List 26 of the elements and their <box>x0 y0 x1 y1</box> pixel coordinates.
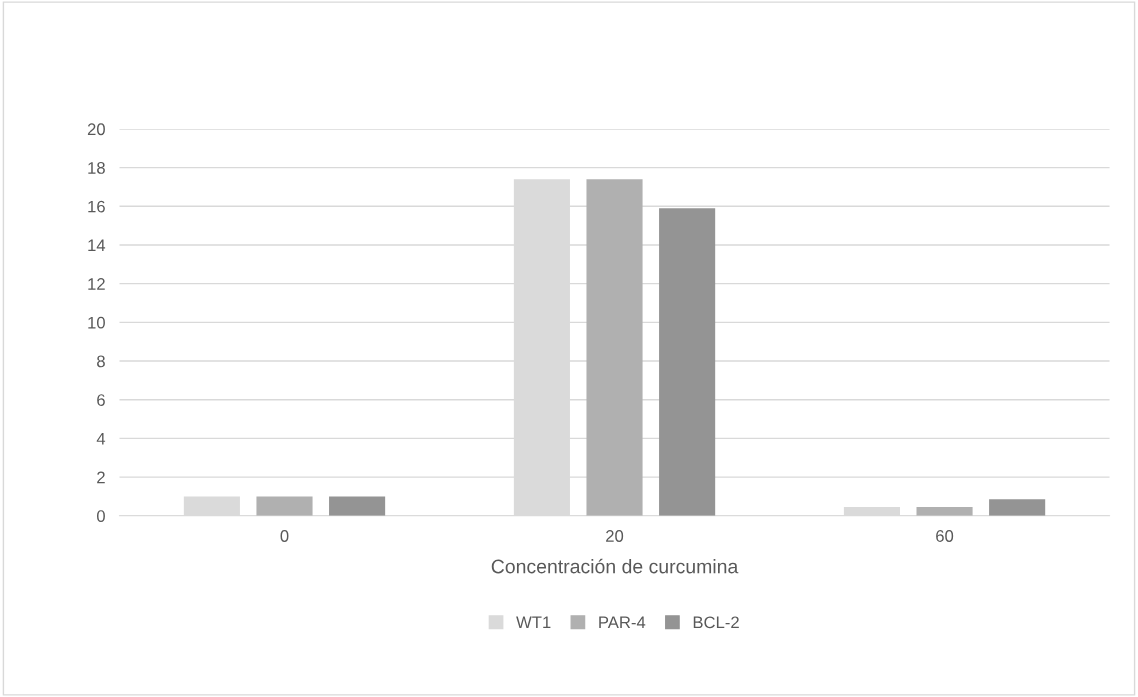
y-tick-label: 10 <box>88 316 105 329</box>
x-axis-title: Concentración de curcumina <box>491 558 739 574</box>
x-tick-label: 0 <box>280 530 289 542</box>
y-tick-label: 8 <box>97 355 105 368</box>
y-tick-label: 16 <box>88 200 105 213</box>
y-tick-label: 14 <box>88 239 106 252</box>
bar <box>989 499 1046 516</box>
y-tick-label: 20 <box>87 123 105 136</box>
bar <box>329 496 386 516</box>
bar <box>843 507 900 516</box>
bar <box>659 208 716 516</box>
legend-label: BCL-2 <box>693 616 739 629</box>
y-tick-label: 12 <box>88 278 105 290</box>
y-tick-label: 0 <box>96 510 105 522</box>
y-tick-label: 6 <box>97 394 105 406</box>
legend-label: WT1 <box>516 616 551 629</box>
legend-label: PAR-4 <box>599 616 646 629</box>
x-tick-label: 20 <box>606 530 624 542</box>
bar <box>916 507 973 516</box>
bar <box>256 496 313 516</box>
bar <box>183 496 240 516</box>
x-tick-label: 60 <box>936 530 954 542</box>
y-tick-label: 2 <box>97 471 105 484</box>
bar <box>586 179 643 516</box>
y-tick-label: 18 <box>88 162 105 174</box>
y-tick-label: 4 <box>96 432 106 445</box>
